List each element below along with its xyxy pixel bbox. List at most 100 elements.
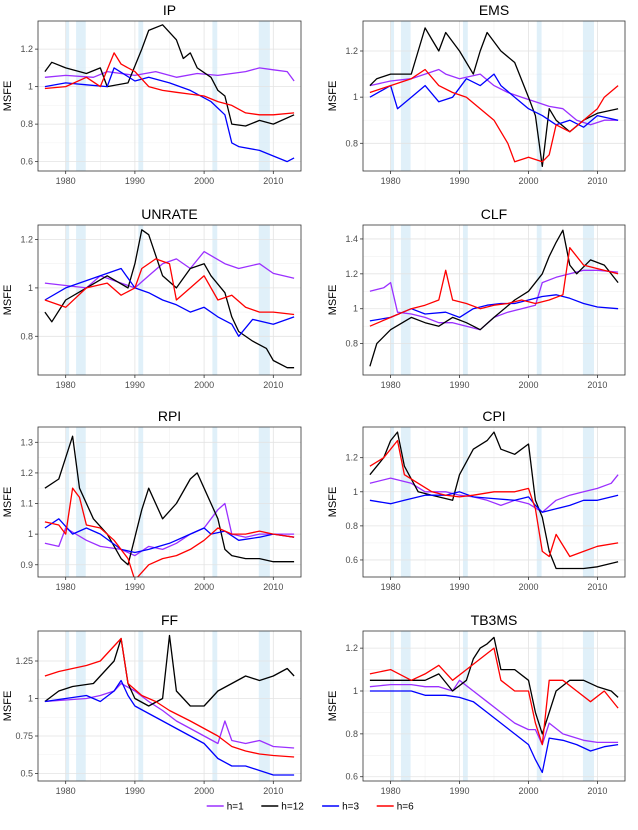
recession-band xyxy=(462,631,468,781)
recession-band xyxy=(400,21,411,171)
series-line-h=3 xyxy=(44,679,295,776)
series-line-h=3 xyxy=(44,267,295,337)
series-line-h=6 xyxy=(44,258,295,316)
x-tick-label: 1990 xyxy=(125,582,145,592)
recession-band xyxy=(258,21,270,171)
y-axis-label: MSFE xyxy=(327,691,339,722)
recession-band xyxy=(258,631,270,781)
recession-band xyxy=(138,427,144,577)
recession-band xyxy=(258,225,270,375)
plot-border xyxy=(362,630,626,782)
x-tick-label: 2000 xyxy=(194,176,214,186)
recession-band xyxy=(390,631,395,781)
legend-item-h=3: h=3 xyxy=(322,802,360,813)
recession-band xyxy=(212,225,218,375)
y-tick-label: 0.6 xyxy=(20,157,33,167)
recession-band xyxy=(65,225,70,375)
series-line-h=1 xyxy=(369,68,619,126)
x-tick-label: 1980 xyxy=(56,176,76,186)
y-tick-label: 0.8 xyxy=(345,729,358,739)
series-line-h=1 xyxy=(44,682,295,749)
series-line-h=3 xyxy=(369,690,619,774)
y-tick-label: 1 xyxy=(353,92,358,102)
series-line-h=1 xyxy=(44,67,295,82)
y-tick-label: 0.8 xyxy=(345,521,358,531)
recession-band xyxy=(582,225,594,375)
series-line-h=1 xyxy=(369,474,619,513)
y-tick-label: 0.5 xyxy=(20,769,33,779)
chart-title: CLF xyxy=(481,206,507,222)
recession-band xyxy=(65,427,70,577)
recession-band xyxy=(76,21,86,171)
y-axis-label: MSFE xyxy=(2,691,14,722)
y-axis-label: MSFE xyxy=(2,81,14,112)
y-axis-label: MSFE xyxy=(327,285,339,316)
recession-band xyxy=(258,427,270,577)
chart-title: TB3MS xyxy=(471,612,518,628)
y-tick-label: 1 xyxy=(28,283,33,293)
y-axis-label: MSFE xyxy=(2,487,14,518)
x-tick-label: 2010 xyxy=(263,380,283,390)
y-tick-label: 1.2 xyxy=(345,269,358,279)
series-line-h=12 xyxy=(369,27,619,168)
series-line-h=6 xyxy=(44,52,295,116)
y-tick-label: 1.2 xyxy=(345,643,358,653)
recession-band xyxy=(138,631,144,781)
legend-item-h=6: h=6 xyxy=(376,802,414,813)
plot-border xyxy=(37,20,302,172)
plot-border xyxy=(37,630,302,782)
y-tick-label: 1.4 xyxy=(345,234,358,244)
recession-band xyxy=(400,225,411,375)
x-tick-label: 1990 xyxy=(450,582,470,592)
x-tick-label: 1990 xyxy=(125,176,145,186)
y-tick-label: 1 xyxy=(353,487,358,497)
y-tick-label: 0.6 xyxy=(345,555,358,565)
x-tick-label: 1980 xyxy=(381,176,401,186)
x-tick-label: 2010 xyxy=(263,786,283,796)
recession-band xyxy=(400,631,411,781)
plot-border xyxy=(362,426,626,578)
x-tick-label: 2000 xyxy=(194,380,214,390)
recession-band xyxy=(462,225,468,375)
series-line-h=1 xyxy=(44,250,295,289)
series-line-h=12 xyxy=(44,435,295,566)
x-tick-label: 2010 xyxy=(587,786,607,796)
series-line-h=6 xyxy=(369,247,619,327)
x-tick-label: 2010 xyxy=(587,582,607,592)
x-tick-label: 2000 xyxy=(518,582,538,592)
series-line-h=6 xyxy=(369,647,619,746)
x-tick-label: 1980 xyxy=(381,582,401,592)
x-tick-label: 1980 xyxy=(56,582,76,592)
panel-tb3ms: 1980 1990 2000 2010 0.6 0.8 1 1.2 TB3MS MSFE xyxy=(327,612,626,796)
panel-ff: 1980 1990 2000 2010 0.5 0.75 1 1.25 FF MSFE xyxy=(2,612,302,796)
series-line-h=3 xyxy=(369,294,619,322)
legend: h=1 h=12 h=3 h=6 xyxy=(206,802,414,813)
y-axis-label: MSFE xyxy=(327,81,339,112)
recession-band xyxy=(462,21,468,171)
x-tick-label: 2000 xyxy=(194,786,214,796)
legend-item-h=12: h=12 xyxy=(261,802,304,813)
y-tick-label: 1.2 xyxy=(20,235,33,245)
y-tick-label: 0.8 xyxy=(345,138,358,148)
series-line-h=1 xyxy=(369,679,619,746)
chart-title: RPI xyxy=(158,408,181,424)
plot-border xyxy=(37,224,302,376)
x-tick-label: 2010 xyxy=(263,176,283,186)
x-tick-label: 1990 xyxy=(450,786,470,796)
plot-border xyxy=(37,426,302,578)
y-tick-label: 1.2 xyxy=(345,453,358,463)
x-tick-label: 1980 xyxy=(56,786,76,796)
x-tick-label: 2000 xyxy=(518,380,538,390)
y-tick-label: 1.2 xyxy=(20,44,33,54)
panel-unrate: 1980 1990 2000 2010 0.8 1 1.2 UNRATE MSFE xyxy=(2,206,302,390)
recession-band xyxy=(212,427,218,577)
series-line-h=12 xyxy=(44,634,295,707)
recession-band xyxy=(582,427,594,577)
series-line-h=12 xyxy=(369,229,619,367)
y-tick-label: 1 xyxy=(28,694,33,704)
recession-band xyxy=(212,21,218,171)
recession-band xyxy=(582,631,594,781)
y-tick-label: 1 xyxy=(28,82,33,92)
series-line-h=3 xyxy=(369,491,619,513)
